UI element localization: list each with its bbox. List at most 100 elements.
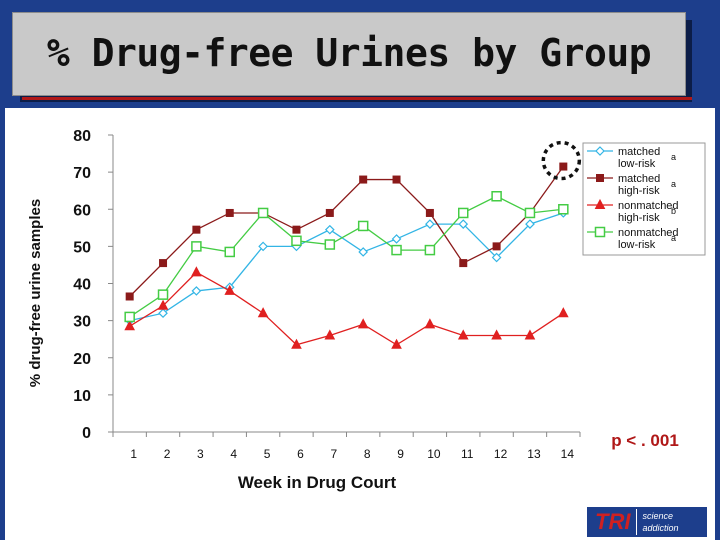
y-tick-label: 70 <box>73 165 91 182</box>
data-point <box>391 338 402 349</box>
data-point <box>425 208 434 217</box>
data-point <box>125 292 134 301</box>
data-point <box>325 208 334 217</box>
legend-label-line2: low-risk <box>618 158 656 170</box>
data-point <box>224 284 236 295</box>
legend-label-line1: matched <box>618 146 660 158</box>
data-point <box>458 219 469 229</box>
slide-title: % Drug-free Urines by Group <box>46 31 652 75</box>
legend-label-line1: matched <box>618 173 660 185</box>
x-tick-label: 9 <box>397 447 404 461</box>
data-point <box>459 259 468 268</box>
data-point <box>191 266 202 277</box>
data-point <box>391 244 402 256</box>
data-point <box>424 318 436 329</box>
series-matched-low-risk <box>124 208 569 326</box>
y-tick-label: 30 <box>73 314 91 331</box>
series-layer <box>124 140 582 349</box>
y-tick-label: 40 <box>73 277 91 294</box>
data-point <box>357 220 369 232</box>
legend-superscript: a <box>671 179 676 189</box>
x-tick-label: 5 <box>264 447 271 461</box>
x-tick-label: 6 <box>297 447 304 461</box>
x-tick-label: 14 <box>561 447 575 461</box>
footer: TRI science addiction <box>5 505 715 540</box>
data-point <box>491 252 502 263</box>
title-box: % Drug-free Urines by Group <box>12 12 686 96</box>
data-point <box>525 219 535 229</box>
data-point <box>392 175 401 184</box>
data-point <box>424 244 436 256</box>
data-point <box>524 207 536 219</box>
series-line <box>129 271 564 346</box>
data-point <box>124 311 135 323</box>
x-tick-label: 4 <box>230 447 237 461</box>
x-tick-label: 10 <box>427 447 441 461</box>
y-tick-label: 80 <box>73 128 91 145</box>
x-tick-label: 13 <box>527 447 541 461</box>
y-tick-label: 10 <box>73 388 91 405</box>
series-nonmatched-high-risk <box>124 266 569 349</box>
legend-label-line2: low-risk <box>618 239 656 251</box>
x-tick-label: 8 <box>364 447 371 461</box>
y-axis-label: % drug-free urine samples <box>27 199 44 387</box>
legend-label-line1: nonmatched <box>618 200 679 212</box>
data-point <box>157 289 169 300</box>
data-point <box>324 239 336 250</box>
logo-mark: TRI <box>587 509 638 535</box>
data-point <box>457 329 469 340</box>
legend-swatch-marker <box>594 198 606 209</box>
data-point <box>357 318 369 329</box>
data-point <box>359 175 368 184</box>
p-value-annotation: p < . 001 <box>611 431 679 450</box>
data-point <box>557 307 569 318</box>
legend-swatch-marker <box>595 146 605 156</box>
logo-words: science addiction <box>637 510 678 534</box>
data-point <box>257 307 269 318</box>
data-point <box>191 241 202 252</box>
legend-swatch-marker <box>596 174 604 182</box>
series-nonmatched-low-risk <box>124 191 569 323</box>
data-point <box>458 207 469 219</box>
data-point <box>358 247 369 257</box>
x-tick-label: 11 <box>461 447 474 461</box>
data-point <box>425 219 435 229</box>
series-line <box>129 212 564 322</box>
data-point <box>559 162 568 171</box>
title-underline <box>22 97 692 100</box>
logo-line-addiction: addiction <box>642 523 679 533</box>
tri-logo: TRI science addiction <box>587 507 707 537</box>
data-point <box>292 225 301 234</box>
data-point <box>157 299 169 310</box>
legend-label-line2: high-risk <box>618 185 660 197</box>
data-point <box>158 308 168 319</box>
data-point <box>558 204 569 215</box>
data-point <box>291 338 302 349</box>
legend-label-line1: nonmatched <box>618 227 679 239</box>
x-tick-label: 7 <box>330 447 337 461</box>
logo-line-science: science <box>642 511 673 521</box>
y-tick-label: 60 <box>73 202 91 219</box>
data-point <box>324 224 335 235</box>
data-point <box>124 320 136 331</box>
data-point <box>224 246 235 258</box>
legend-label-line2: high-risk <box>618 212 660 224</box>
y-tick-label: 0 <box>82 425 91 442</box>
legend-superscript: a <box>671 152 676 162</box>
x-tick-label: 2 <box>164 447 171 461</box>
x-tick-label: 1 <box>130 447 137 461</box>
legend-superscript: a <box>671 233 676 243</box>
series-matched-high-risk <box>125 162 568 301</box>
x-axis-label: Week in Drug Court <box>238 473 397 492</box>
data-point <box>291 235 302 247</box>
data-point <box>192 225 201 234</box>
data-point <box>159 259 168 268</box>
data-point <box>491 191 502 202</box>
series-line <box>129 166 564 297</box>
